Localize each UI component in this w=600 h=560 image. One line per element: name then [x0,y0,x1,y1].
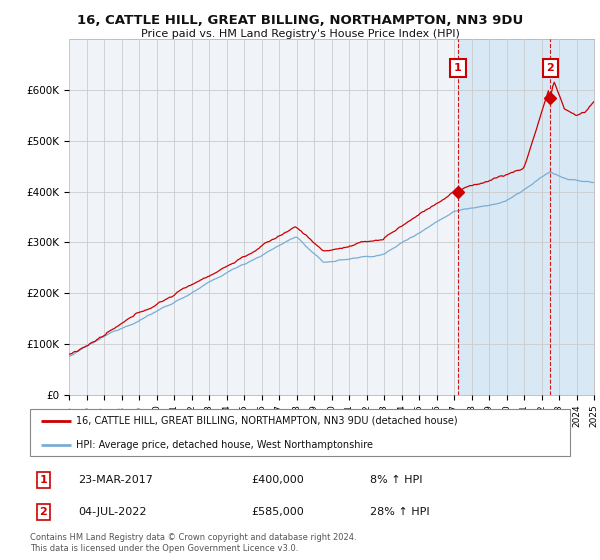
Text: 23-MAR-2017: 23-MAR-2017 [79,475,154,485]
Text: £585,000: £585,000 [251,507,304,517]
Text: Price paid vs. HM Land Registry's House Price Index (HPI): Price paid vs. HM Land Registry's House … [140,29,460,39]
Text: 2: 2 [547,63,554,73]
Text: Contains HM Land Registry data © Crown copyright and database right 2024.
This d: Contains HM Land Registry data © Crown c… [30,533,356,553]
FancyBboxPatch shape [30,409,570,456]
Text: 2: 2 [40,507,47,517]
Text: HPI: Average price, detached house, West Northamptonshire: HPI: Average price, detached house, West… [76,440,373,450]
Bar [458,39,594,395]
Text: 28% ↑ HPI: 28% ↑ HPI [370,507,430,517]
Text: 1: 1 [454,63,462,73]
Text: 1: 1 [40,475,47,485]
Text: 16, CATTLE HILL, GREAT BILLING, NORTHAMPTON, NN3 9DU (detached house): 16, CATTLE HILL, GREAT BILLING, NORTHAMP… [76,416,458,426]
Text: £400,000: £400,000 [251,475,304,485]
Text: 16, CATTLE HILL, GREAT BILLING, NORTHAMPTON, NN3 9DU: 16, CATTLE HILL, GREAT BILLING, NORTHAMP… [77,14,523,27]
Text: 8% ↑ HPI: 8% ↑ HPI [370,475,422,485]
Text: 04-JUL-2022: 04-JUL-2022 [79,507,147,517]
